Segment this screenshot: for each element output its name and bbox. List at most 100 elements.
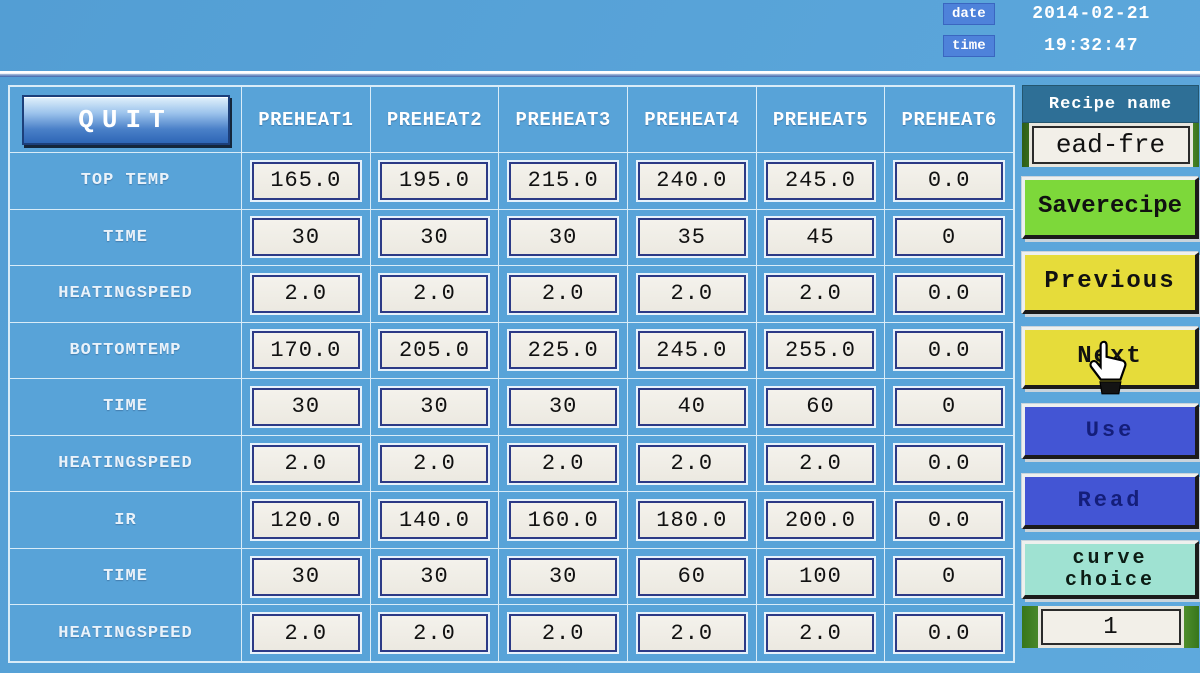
value-field[interactable]: 35 <box>637 218 746 257</box>
date-label: date <box>943 3 995 25</box>
value-cell: 30 <box>499 209 627 266</box>
recipe-name-strip: ead-fre <box>1022 123 1199 167</box>
row-label: HEATINGSPEED <box>10 266 241 322</box>
value-field[interactable]: 0.0 <box>895 614 1004 653</box>
value-cell: 2.0 <box>627 266 756 322</box>
date-value: 2014-02-21 <box>1032 4 1151 24</box>
value-field[interactable]: 195.0 <box>380 161 489 200</box>
datetime-panel: date 2014-02-21 time 19:32:47 <box>943 2 1188 66</box>
value-field[interactable]: 120.0 <box>251 501 360 540</box>
previous-button[interactable]: Previous <box>1022 252 1199 314</box>
value-cell: 30 <box>242 209 370 266</box>
row-label: HEATINGSPEED <box>10 435 241 492</box>
value-field[interactable]: 2.0 <box>251 614 360 653</box>
value-field[interactable]: 30 <box>380 218 489 257</box>
value-field[interactable]: 2.0 <box>251 444 360 483</box>
value-field[interactable]: 30 <box>251 218 360 257</box>
value-field[interactable]: 2.0 <box>637 614 746 653</box>
quit-cell: QUIT <box>10 87 241 152</box>
value-cell: 30 <box>499 379 627 435</box>
value-field[interactable]: 2.0 <box>509 444 618 483</box>
recipe-name-title: Recipe name <box>1048 94 1173 114</box>
value-cell: 225.0 <box>499 322 627 379</box>
value-field[interactable]: 60 <box>766 387 875 426</box>
value-field[interactable]: 0 <box>895 387 1004 426</box>
curve-number-input[interactable]: 1 <box>1040 609 1181 645</box>
value-field[interactable]: 2.0 <box>766 444 875 483</box>
value-field[interactable]: 0.0 <box>895 274 1004 313</box>
curve-choice-button[interactable]: curve choice <box>1022 541 1199 599</box>
recipe-name-input[interactable]: ead-fre <box>1031 126 1190 164</box>
value-field[interactable]: 0 <box>895 557 1004 596</box>
value-cell: 255.0 <box>756 322 885 379</box>
value-field[interactable]: 0.0 <box>895 331 1004 370</box>
value-field[interactable]: 170.0 <box>251 331 360 370</box>
value-field[interactable]: 2.0 <box>509 274 618 313</box>
value-cell: 30 <box>370 209 499 266</box>
value-field[interactable]: 2.0 <box>380 274 489 313</box>
value-field[interactable]: 2.0 <box>637 444 746 483</box>
value-field[interactable]: 30 <box>251 387 360 426</box>
value-cell: 0.0 <box>885 153 1013 209</box>
value-field[interactable]: 140.0 <box>380 501 489 540</box>
value-field[interactable]: 30 <box>509 387 618 426</box>
value-cell: 2.0 <box>242 435 370 492</box>
value-cell: 30 <box>499 548 627 605</box>
value-field[interactable]: 30 <box>251 557 360 596</box>
value-field[interactable]: 160.0 <box>509 501 618 540</box>
value-field[interactable]: 2.0 <box>380 444 489 483</box>
value-cell: 245.0 <box>627 322 756 379</box>
use-button[interactable]: Use <box>1022 404 1199 459</box>
read-button[interactable]: Read <box>1022 474 1199 529</box>
value-field[interactable]: 0.0 <box>895 501 1004 540</box>
value-field[interactable]: 60 <box>637 557 746 596</box>
main-area: QUIT PREHEAT1 PREHEAT2 PREHEAT3 PREHEAT4 PREH… <box>0 77 1200 673</box>
value-field[interactable]: 30 <box>380 387 489 426</box>
value-field[interactable]: 200.0 <box>766 501 875 540</box>
value-field[interactable]: 100 <box>766 557 875 596</box>
save-recipe-button[interactable]: Saverecipe <box>1022 177 1199 239</box>
value-field[interactable]: 40 <box>637 387 746 426</box>
value-field[interactable]: 30 <box>380 557 489 596</box>
value-cell: 195.0 <box>370 153 499 209</box>
topbar: date 2014-02-21 time 19:32:47 <box>0 0 1200 71</box>
value-field[interactable]: 0 <box>895 218 1004 257</box>
value-field[interactable]: 0.0 <box>895 161 1004 200</box>
value-field[interactable]: 2.0 <box>380 614 489 653</box>
value-field[interactable]: 205.0 <box>380 331 489 370</box>
time-value: 19:32:47 <box>1044 36 1139 56</box>
value-field[interactable]: 225.0 <box>509 331 618 370</box>
row-label: TOP TEMP <box>10 153 241 209</box>
value-field[interactable]: 240.0 <box>637 161 746 200</box>
next-button[interactable]: Next <box>1022 327 1199 389</box>
value-cell: 2.0 <box>370 605 499 661</box>
value-field[interactable]: 180.0 <box>637 501 746 540</box>
value-field[interactable]: 0.0 <box>895 444 1004 483</box>
value-field[interactable]: 2.0 <box>766 274 875 313</box>
value-field[interactable]: 2.0 <box>766 614 875 653</box>
value-cell: 180.0 <box>627 492 756 548</box>
value-field[interactable]: 215.0 <box>509 161 618 200</box>
value-cell: 40 <box>627 379 756 435</box>
value-cell: 245.0 <box>756 153 885 209</box>
value-field[interactable]: 245.0 <box>637 331 746 370</box>
row-label: IR <box>10 492 241 548</box>
value-field[interactable]: 45 <box>766 218 875 257</box>
value-field[interactable]: 2.0 <box>251 274 360 313</box>
row-label: BOTTOMTEMP <box>10 322 241 379</box>
value-field[interactable]: 2.0 <box>509 614 618 653</box>
value-field[interactable]: 30 <box>509 218 618 257</box>
value-field[interactable]: 2.0 <box>637 274 746 313</box>
row-label: HEATINGSPEED <box>10 605 241 661</box>
value-field[interactable]: 165.0 <box>251 161 360 200</box>
quit-button[interactable]: QUIT <box>21 94 230 145</box>
value-field[interactable]: 30 <box>509 557 618 596</box>
value-field[interactable]: 245.0 <box>766 161 875 200</box>
value-cell: 0.0 <box>885 605 1013 661</box>
parameter-table: QUIT PREHEAT1 PREHEAT2 PREHEAT3 PREHEAT4 PREH… <box>8 85 1015 663</box>
value-cell: 0.0 <box>885 266 1013 322</box>
value-cell: 0.0 <box>885 435 1013 492</box>
column-header-3: PREHEAT3 <box>499 87 627 152</box>
column-header-4: PREHEAT4 <box>627 87 756 152</box>
value-field[interactable]: 255.0 <box>766 331 875 370</box>
